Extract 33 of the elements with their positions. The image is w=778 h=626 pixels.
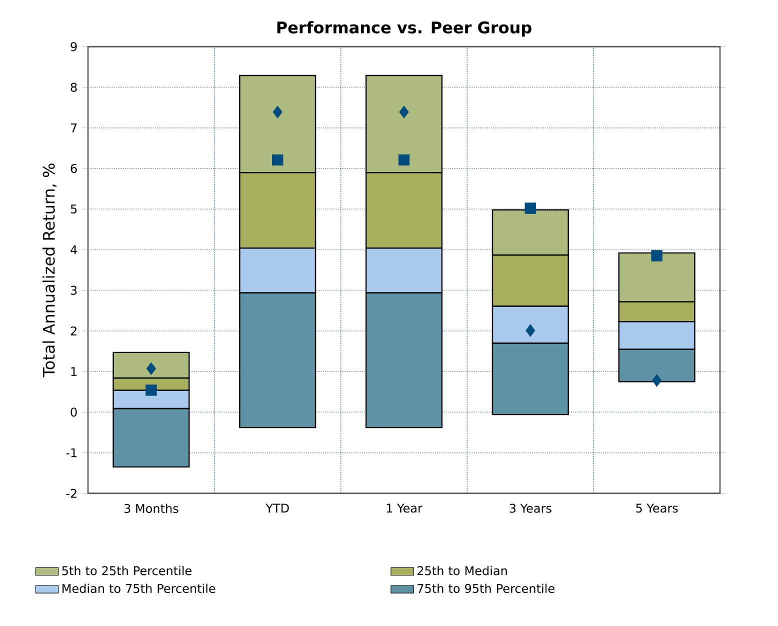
- point: [398, 154, 410, 166]
- legend-label: 25th to Median: [418, 566, 507, 576]
- x-tick-label: 5 Years: [636, 504, 678, 513]
- x-tick-label: 3 Months: [124, 504, 178, 514]
- y-tick-label: 1: [71, 367, 76, 376]
- y-tick-label: 7: [70, 124, 77, 132]
- y-tick-label: 4: [70, 245, 77, 254]
- y-tick-label: 2: [70, 326, 76, 336]
- x-tick-label: YTD: [266, 504, 289, 512]
- legend-label: 5th to 25th Percentile: [62, 566, 192, 576]
- x-tick-label: 1 Year: [386, 504, 422, 513]
- point: [146, 362, 156, 375]
- y-tick-label: -1: [66, 448, 76, 458]
- point: [399, 106, 409, 118]
- point: [651, 250, 662, 262]
- y-tick-label: 5: [70, 204, 77, 214]
- chart-title: Performance vs. Peer Group: [277, 21, 532, 37]
- legend-label: Median to 75th Percentile: [62, 584, 216, 593]
- point: [524, 202, 536, 214]
- y-tick-label: -2: [66, 488, 76, 498]
- y-tick-label: 0: [70, 408, 77, 417]
- point: [526, 324, 536, 337]
- point: [146, 384, 157, 396]
- y-tick-label: 6: [70, 164, 77, 174]
- point: [272, 106, 282, 118]
- y-tick-label: 9: [70, 42, 77, 52]
- y-axis-title: Total Annualized Return, %: [42, 164, 56, 378]
- y-tick-label: 3: [70, 286, 77, 295]
- point: [272, 154, 284, 166]
- x-tick-label: 3 Years: [510, 504, 552, 513]
- point: [652, 374, 662, 387]
- legend-label: 75th to 95th Percentile: [418, 584, 554, 593]
- y-tick-label: 8: [70, 82, 77, 92]
